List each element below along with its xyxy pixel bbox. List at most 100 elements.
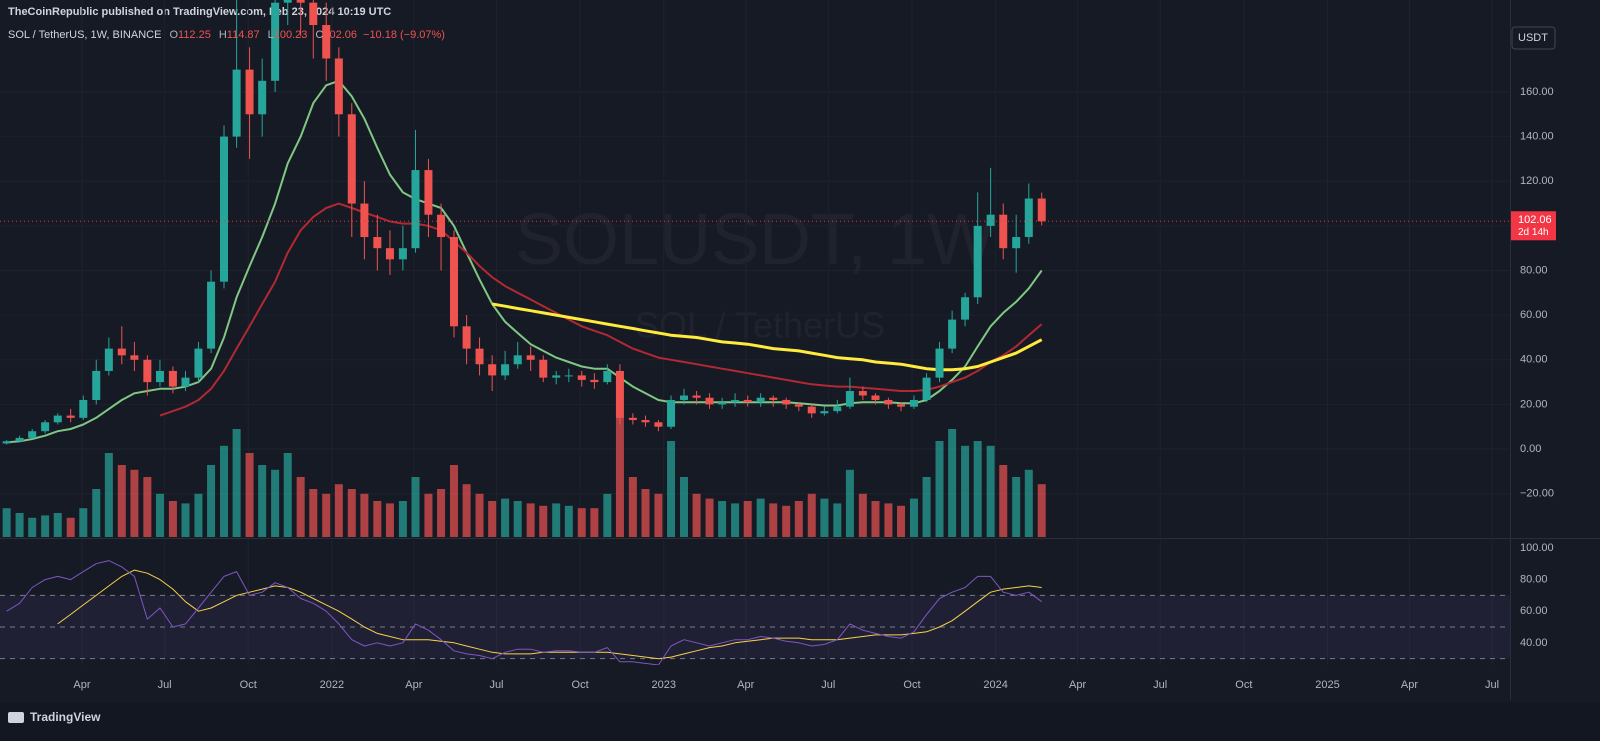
y-tick-label: 20.00	[1520, 398, 1548, 410]
volume-bar	[258, 465, 267, 537]
candle-body	[347, 114, 356, 204]
x-tick-label: Oct	[1235, 679, 1252, 691]
volume-bar	[194, 493, 203, 537]
candle-body	[564, 375, 573, 377]
y-tick-label: 0.00	[1520, 443, 1541, 455]
candle-body	[143, 359, 152, 383]
volume-bar	[462, 484, 471, 537]
volume-bar	[948, 429, 957, 537]
candle-body	[999, 214, 1008, 249]
candle-body	[897, 404, 906, 407]
candle-body	[1037, 198, 1046, 222]
y-tick-label: 40.00	[1520, 354, 1548, 366]
volume-bar	[603, 493, 612, 537]
ohlc-value: 100.23	[274, 29, 308, 41]
volume-bar	[513, 501, 522, 537]
rsi-tick-label: 100.00	[1520, 542, 1554, 554]
volume-bar	[155, 493, 164, 537]
moving-average	[6, 79, 1043, 444]
candle-body	[654, 422, 663, 427]
volume-bar	[130, 469, 139, 537]
volume-bar	[1012, 477, 1021, 537]
volume-bar	[807, 493, 816, 537]
volume-bar	[628, 477, 637, 537]
candle-body	[1024, 198, 1033, 238]
x-tick-label: 2025	[1315, 679, 1339, 691]
candle-body	[909, 399, 918, 407]
volume-bar	[411, 477, 420, 537]
candle-body	[743, 399, 752, 403]
candle-body	[41, 422, 50, 432]
x-tick-label: Jul	[158, 679, 172, 691]
candle-body	[641, 420, 650, 423]
candle-body	[207, 281, 216, 349]
candle-body	[373, 237, 382, 249]
volume-bar	[973, 441, 982, 537]
volume-bar	[641, 489, 650, 537]
currency-button[interactable]	[1511, 26, 1556, 50]
candle-body	[334, 58, 343, 115]
candle-body	[424, 170, 433, 215]
ohlc-value: 102.06	[323, 29, 357, 41]
candle-body	[845, 391, 854, 407]
volume-bar	[820, 498, 829, 537]
brand-logo	[8, 712, 24, 723]
volume-bar	[1024, 469, 1033, 537]
ohlc-key: O	[169, 29, 178, 41]
candle-body	[501, 364, 510, 376]
time-axis: Apr Jul Oct 2022 Apr Jul Oct 2023 Apr Jul Oct 2024 A…	[73, 679, 1499, 691]
volume-bar	[143, 477, 152, 537]
symbol-legend: SOL / TetherUS, 1W, BINANCE O112.25 H114.8…	[8, 29, 445, 41]
x-tick-label: 2023	[651, 679, 675, 691]
candle-body	[2, 441, 11, 444]
candle-body	[513, 355, 522, 365]
candle-body	[539, 359, 548, 378]
candle-body	[807, 406, 816, 414]
volume-bar	[909, 498, 918, 537]
volume-bar	[999, 465, 1008, 537]
symbol: SOL / TetherUS, 1W, BINANCE	[8, 29, 161, 41]
volume-bar	[552, 503, 561, 537]
volume-bar	[181, 503, 190, 537]
candle-body	[232, 69, 241, 137]
volume-bar	[756, 498, 765, 537]
volume-bar	[526, 503, 535, 537]
volume-bar	[961, 445, 970, 537]
volume-bar	[615, 417, 624, 537]
candle-body	[922, 377, 931, 400]
volume-bar	[334, 484, 343, 537]
candle-body	[449, 237, 458, 327]
volume-bar	[322, 493, 331, 537]
volume-bar	[360, 493, 369, 537]
candle-body	[245, 69, 254, 115]
candle-body	[283, 0, 292, 3]
volume-bar	[501, 498, 510, 537]
rsi-pane	[0, 560, 1510, 665]
candle-body	[296, 0, 305, 3]
candle-body	[756, 397, 765, 403]
y-tick-label: 80.00	[1520, 264, 1548, 276]
volume-bar	[858, 493, 867, 537]
ohlc-value: 114.87	[227, 29, 260, 41]
volume-bar	[922, 477, 931, 537]
volume-bar	[871, 501, 880, 537]
candle-body	[360, 203, 369, 238]
ohlc-key: L	[268, 29, 274, 41]
volume-bar	[347, 489, 356, 537]
candle-body	[577, 375, 586, 380]
ohlc-key: H	[219, 29, 227, 41]
currency-label[interactable]: USDT	[1518, 32, 1548, 44]
volume-bar	[245, 453, 254, 537]
x-tick-label: Jul	[489, 679, 503, 691]
volume-bar	[66, 517, 75, 537]
volume-bar	[104, 453, 113, 537]
volume-bar	[731, 503, 740, 537]
candle-body	[79, 399, 88, 418]
volume-bar	[117, 465, 126, 537]
change: −10.18 (−9.07%)	[363, 29, 445, 41]
candle-body	[692, 395, 701, 398]
candle-body	[769, 397, 778, 400]
volume-bar	[654, 493, 663, 537]
